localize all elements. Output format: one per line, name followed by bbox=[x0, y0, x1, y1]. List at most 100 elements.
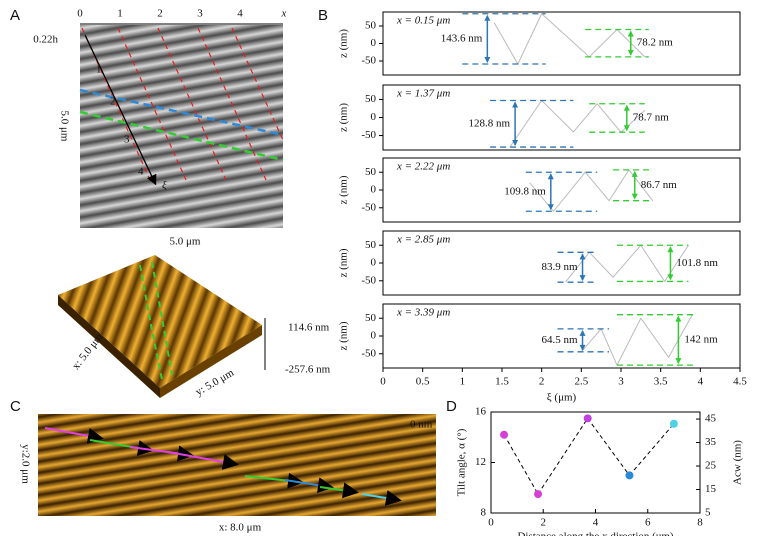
height-label: 128.8 nm bbox=[469, 117, 511, 129]
x-tick-label: 4 bbox=[593, 517, 599, 529]
y-tick-label: -50 bbox=[361, 274, 376, 286]
green-line bbox=[139, 264, 163, 381]
height-label: 64.5 nm bbox=[541, 334, 578, 346]
x-tick-label: 4 bbox=[698, 376, 704, 388]
surface-side bbox=[160, 325, 262, 398]
z-max: 114.6 nm bbox=[288, 322, 330, 334]
plot-frame bbox=[490, 411, 701, 514]
x-axis-label: ξ (μm) bbox=[547, 392, 577, 404]
y-tick-label: 50 bbox=[365, 166, 377, 178]
green-line bbox=[79, 110, 284, 162]
y-tick-label: -50 bbox=[361, 201, 376, 213]
arrow-tick: 2 bbox=[110, 96, 116, 108]
y2-axis-label: Acw (nm) bbox=[732, 440, 744, 485]
y-tick-label: 0 bbox=[371, 330, 377, 342]
y2-tick-label: 35 bbox=[705, 436, 717, 448]
y2-tick-label: 45 bbox=[705, 413, 717, 425]
tick-label: 4 bbox=[237, 8, 243, 20]
height-label: 101.8 nm bbox=[676, 257, 718, 269]
y-tick-label: -50 bbox=[361, 129, 376, 141]
y2-tick-label: 25 bbox=[705, 460, 717, 472]
subplot-title: x = 1.37 μm bbox=[396, 88, 450, 100]
point bbox=[625, 471, 634, 480]
arrow bbox=[319, 482, 359, 499]
y-axis-label: z (nm) bbox=[338, 321, 350, 350]
arrow bbox=[167, 451, 239, 470]
y2-tick-label: 5 bbox=[705, 507, 711, 519]
arrow-label: ξ bbox=[162, 180, 167, 192]
x-tick-label: 8 bbox=[697, 517, 703, 529]
green-line bbox=[151, 261, 173, 376]
profile-line bbox=[580, 314, 693, 367]
scale-label: 0.22h bbox=[33, 34, 58, 46]
subplot-title: x = 3.39 μm bbox=[396, 307, 450, 319]
y-tick-label: 0 bbox=[371, 257, 377, 269]
arrow-head bbox=[631, 170, 638, 200]
connector bbox=[587, 418, 630, 476]
x-tick-label: 0.5 bbox=[416, 376, 430, 388]
x-tick-label: 4.5 bbox=[733, 376, 747, 388]
bottom-label: 5.0 μm bbox=[170, 236, 201, 248]
axis-label: x bbox=[281, 8, 287, 20]
side-label: 5.0 μm bbox=[58, 111, 70, 142]
arrow-tick: 4 bbox=[138, 166, 144, 178]
tick-label: 2 bbox=[157, 8, 163, 20]
arrow-head bbox=[579, 329, 586, 351]
y-tick-label: 50 bbox=[365, 239, 377, 251]
connector bbox=[503, 434, 539, 495]
arrow bbox=[361, 490, 402, 506]
height-label: 83.9 nm bbox=[541, 261, 578, 273]
point bbox=[669, 419, 678, 428]
subplot-title: x = 2.22 μm bbox=[396, 161, 450, 173]
panel-label: D bbox=[446, 398, 457, 415]
arrow-tick: 3 bbox=[124, 134, 130, 146]
x-axis-label: Distance along the x direction (um) bbox=[517, 531, 673, 536]
arrow-head bbox=[623, 104, 630, 132]
subplot-title: x = 2.85 μm bbox=[396, 234, 450, 246]
connector bbox=[629, 423, 675, 476]
top-ticks: 0 1 2 3 4 x bbox=[77, 8, 287, 25]
y-tick-label: 0 bbox=[371, 184, 377, 196]
tick-label: 0 bbox=[77, 8, 83, 20]
y-axis-label: z (nm) bbox=[338, 103, 350, 132]
scale-label: 0 nm bbox=[410, 419, 433, 431]
z-min: -257.6 nm bbox=[285, 364, 331, 376]
side-label: y:2.0 μm bbox=[19, 444, 31, 484]
connector bbox=[537, 418, 589, 495]
height-label: 86.7 nm bbox=[641, 179, 678, 191]
height-label: 109.8 nm bbox=[504, 185, 546, 197]
tick-label: 3 bbox=[197, 8, 203, 20]
bottom-label: x: 8.0 μm bbox=[219, 522, 262, 534]
y-tick-label: 50 bbox=[365, 312, 377, 324]
arrow bbox=[44, 427, 104, 444]
y-tick-label: -50 bbox=[361, 55, 376, 67]
panel-label: A bbox=[10, 7, 20, 24]
arrow-head bbox=[627, 30, 634, 56]
height-label: 78.2 nm bbox=[637, 37, 674, 49]
y-tick-label: 12 bbox=[475, 456, 486, 468]
y2-tick-label: 15 bbox=[705, 483, 717, 495]
afm-image bbox=[38, 414, 436, 516]
y-tick-label: 0 bbox=[371, 111, 377, 123]
point bbox=[500, 430, 509, 439]
y-tick-label: 50 bbox=[365, 93, 377, 105]
y-axis-label: z (nm) bbox=[338, 175, 350, 204]
x-tick-label: 2 bbox=[539, 376, 545, 388]
point bbox=[534, 490, 543, 499]
panel-label: C bbox=[10, 398, 21, 415]
y-tick-label: 16 bbox=[475, 406, 487, 418]
arrow-tick: 1 bbox=[96, 64, 102, 76]
y-axis-label: z (nm) bbox=[338, 248, 350, 277]
point bbox=[583, 414, 592, 423]
arrow-head bbox=[579, 253, 586, 282]
profile-line bbox=[509, 99, 646, 148]
tick-label: 1 bbox=[117, 8, 123, 20]
x-tick-label: 0 bbox=[380, 376, 386, 388]
height-label: 78.7 nm bbox=[633, 112, 670, 124]
profile-line bbox=[493, 12, 646, 66]
arrow bbox=[284, 477, 334, 494]
arrow-head bbox=[484, 14, 491, 64]
height-label: 142 nm bbox=[684, 333, 718, 345]
panel-label: B bbox=[318, 7, 328, 24]
